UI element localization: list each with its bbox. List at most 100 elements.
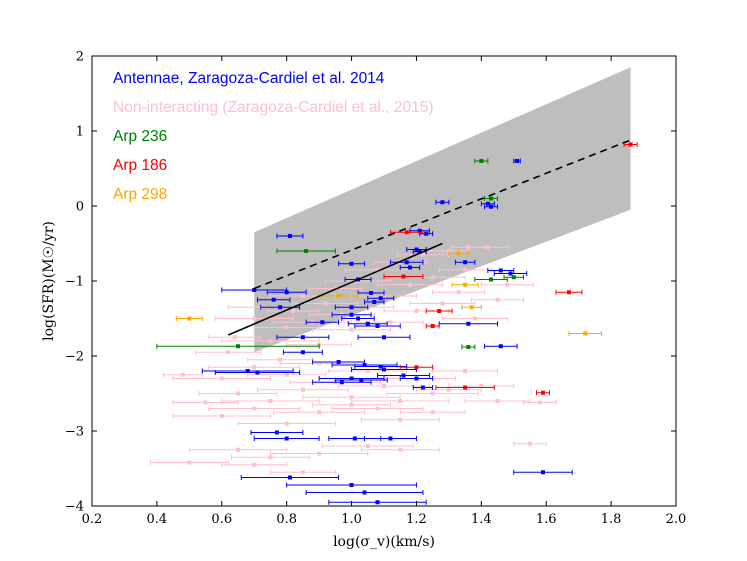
y-axis-label: log(SFR)(M☉/yr) bbox=[41, 221, 57, 341]
fit-line-dashed bbox=[253, 139, 631, 290]
point-marker bbox=[356, 316, 361, 321]
data-point bbox=[276, 334, 330, 340]
point-marker bbox=[420, 385, 425, 390]
point-marker bbox=[528, 441, 532, 446]
data-point bbox=[305, 490, 424, 495]
point-marker bbox=[466, 321, 471, 326]
point-marker bbox=[372, 300, 377, 304]
data-point bbox=[438, 321, 499, 327]
point-marker bbox=[336, 294, 341, 298]
data-point bbox=[175, 316, 203, 321]
point-marker bbox=[359, 378, 364, 382]
data-point bbox=[208, 406, 301, 411]
point-marker bbox=[456, 290, 461, 295]
point-marker bbox=[398, 417, 403, 422]
data-point bbox=[172, 400, 239, 405]
y-tick-label: 1 bbox=[76, 125, 84, 140]
point-marker bbox=[489, 196, 494, 201]
y-tick-label: −4 bbox=[65, 500, 84, 515]
data-point bbox=[513, 469, 573, 475]
data-point bbox=[412, 385, 434, 390]
point-marker bbox=[349, 327, 354, 332]
data-point bbox=[331, 406, 424, 411]
data-point bbox=[247, 372, 327, 378]
data-point bbox=[231, 454, 310, 460]
x-tick-label: 0.4 bbox=[147, 512, 168, 527]
point-marker bbox=[540, 470, 545, 475]
point-marker bbox=[352, 436, 357, 441]
data-point bbox=[386, 391, 479, 396]
point-marker bbox=[540, 390, 545, 395]
data-point bbox=[240, 475, 340, 480]
point-marker bbox=[414, 247, 419, 252]
data-point bbox=[282, 349, 323, 355]
point-marker bbox=[382, 335, 386, 340]
point-marker bbox=[583, 331, 588, 336]
data-point bbox=[172, 376, 271, 381]
point-marker bbox=[466, 245, 471, 250]
data-point bbox=[448, 383, 515, 389]
point-marker bbox=[515, 159, 520, 163]
data-point bbox=[464, 398, 531, 404]
y-tick-label: 0 bbox=[76, 200, 84, 215]
point-marker bbox=[420, 252, 425, 257]
point-marker bbox=[349, 376, 354, 381]
point-marker bbox=[404, 230, 409, 235]
point-marker bbox=[446, 387, 451, 392]
point-marker bbox=[304, 249, 309, 253]
series-2 bbox=[156, 158, 525, 350]
data-point bbox=[484, 196, 499, 201]
point-marker bbox=[469, 305, 474, 310]
data-point bbox=[503, 274, 525, 280]
data-point bbox=[208, 364, 301, 370]
point-marker bbox=[232, 335, 237, 340]
data-point bbox=[425, 323, 440, 329]
point-marker bbox=[252, 316, 257, 321]
data-point bbox=[451, 244, 486, 250]
data-point bbox=[438, 267, 492, 273]
point-marker bbox=[365, 321, 370, 326]
point-marker bbox=[463, 260, 468, 265]
point-marker bbox=[226, 350, 231, 355]
point-marker bbox=[398, 447, 403, 452]
point-marker bbox=[401, 373, 406, 378]
data-point bbox=[201, 368, 294, 374]
point-marker bbox=[252, 288, 257, 292]
legend: Antennae, Zaragoza-Cardiel et al. 2014 N… bbox=[113, 70, 434, 203]
point-marker bbox=[407, 265, 412, 270]
point-marker bbox=[430, 275, 435, 280]
data-point bbox=[399, 364, 434, 370]
data-points-layer bbox=[149, 142, 638, 505]
point-marker bbox=[495, 399, 500, 403]
point-marker bbox=[398, 399, 403, 403]
data-point bbox=[377, 282, 443, 288]
data-point bbox=[364, 299, 385, 305]
fit-line-solid bbox=[227, 242, 443, 336]
point-marker bbox=[375, 324, 380, 328]
legend-entry-arp-236: Arp 236 bbox=[113, 128, 167, 145]
point-marker bbox=[414, 309, 419, 313]
data-point bbox=[480, 282, 534, 288]
data-point bbox=[253, 436, 320, 441]
point-marker bbox=[382, 384, 386, 388]
data-point bbox=[523, 400, 557, 405]
data-point bbox=[535, 390, 550, 396]
x-tick-label: 0.8 bbox=[276, 512, 297, 527]
data-point bbox=[480, 201, 495, 207]
point-marker bbox=[284, 372, 289, 377]
data-point bbox=[493, 271, 528, 276]
x-tick-label: 1.4 bbox=[471, 512, 492, 527]
point-marker bbox=[498, 344, 503, 349]
point-marker bbox=[430, 391, 435, 396]
data-point bbox=[195, 349, 262, 355]
point-marker bbox=[287, 234, 292, 238]
point-marker bbox=[388, 320, 393, 325]
point-marker bbox=[320, 320, 325, 325]
data-point bbox=[435, 199, 450, 205]
data-point bbox=[331, 312, 372, 318]
data-point bbox=[432, 368, 499, 374]
point-marker bbox=[203, 400, 208, 405]
data-point bbox=[312, 379, 372, 385]
data-point bbox=[266, 289, 307, 295]
